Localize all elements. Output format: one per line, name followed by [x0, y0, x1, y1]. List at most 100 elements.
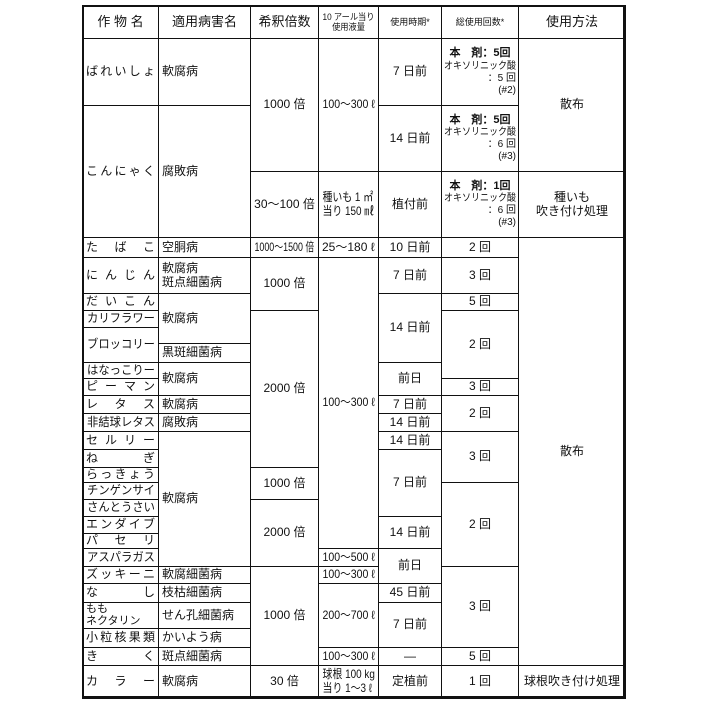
crop-name: ねぎ [86, 450, 155, 465]
count-cell: 本 剤：1回 オキソリニック酸 ：6 回 (#3) [441, 171, 519, 238]
disease-text: 軟腐病 [162, 396, 199, 411]
timing-cell: 7 日前 [378, 449, 442, 517]
crop-cell: カリフラワー [82, 310, 159, 328]
disease-cell: せん孔細菌病 [158, 602, 251, 629]
crop-cell: ねぎ [82, 449, 159, 468]
header-label: 希釈倍数 [258, 13, 311, 29]
timing-cell: 14 日前 [378, 293, 442, 363]
crop-cell: エンダイブ [82, 516, 159, 534]
timing-cell: 14 日前 [378, 105, 442, 172]
timing-cell: 前日 [378, 362, 442, 396]
dilution-cell: 1000 倍 [250, 38, 319, 172]
crop-name: らっきょう [86, 467, 155, 482]
crop-name: チンゲンサイ [86, 483, 155, 498]
timing-text: 7 日前 [392, 64, 427, 79]
disease-cell: 空胴病 [158, 237, 251, 258]
volume-cell: 100～500 ℓ [318, 548, 379, 567]
count-count: ：6 回 [487, 139, 516, 151]
crop-name: ピーマン [86, 379, 155, 394]
header-label: 10 アール当り 使用液量 [322, 11, 375, 32]
crop-cell: 非結球レタス [82, 413, 159, 432]
crop-name: レタス [86, 396, 155, 411]
timing-cell: 植付前 [378, 171, 442, 238]
crop-name: たばこ [86, 239, 155, 254]
disease-cell: 腐敗病 [158, 105, 251, 238]
crop-cell: さんとうさい [82, 499, 159, 517]
header-volume: 10 アール当り 使用液量 [318, 5, 379, 39]
dilution-text: 30～100 倍 [254, 196, 315, 211]
timing-text: 前日 [397, 558, 422, 573]
count-text: 3 回 [468, 379, 491, 394]
timing-cell: 前日 [378, 548, 442, 584]
method-cell: 散布 [518, 38, 626, 172]
header-timing: 使用時期* [378, 5, 442, 39]
volume-cell: 100～300 ℓ [318, 38, 379, 172]
dilution-text: 2000 倍 [263, 381, 306, 396]
crop-cell: ズッキーニ [82, 566, 159, 584]
header-label: 使用時期* [390, 16, 430, 27]
count-text: 2 回 [468, 239, 491, 254]
count-text: 5 回 [468, 294, 491, 309]
method-cell: 散布 [518, 237, 626, 666]
disease-text: 軟腐細菌病 [162, 567, 223, 582]
crop-cell: アスパラガス [82, 548, 159, 567]
dilution-cell: 1000～1500 倍 [250, 237, 319, 258]
crop-name: カラー [86, 674, 155, 689]
timing-text: 7 日前 [392, 475, 427, 490]
timing-cell: 45 日前 [378, 583, 442, 603]
header-disease: 適用病害名 [158, 5, 251, 39]
volume-text: 100～300 ℓ [322, 97, 375, 112]
dilution-text: 1000 倍 [263, 276, 306, 291]
header-label: 適用病害名 [171, 13, 237, 29]
crop-cell: レタス [82, 395, 159, 414]
count-text: 2 回 [468, 336, 491, 351]
crop-cell: たばこ [82, 237, 159, 258]
timing-cell: 定植前 [378, 665, 442, 699]
count-main: 本 剤：1回 [449, 179, 511, 192]
disease-cell: 軟腐病 [158, 362, 251, 396]
disease-cell: 黒斑細菌病 [158, 343, 251, 363]
volume-cell: 200～700 ℓ [318, 583, 379, 648]
disease-text: 腐敗病 [162, 414, 199, 429]
crop-cell: パセリ [82, 533, 159, 549]
timing-cell: 7 日前 [378, 38, 442, 106]
dilution-cell: 30 倍 [250, 665, 319, 699]
method-text: 散布 [559, 443, 584, 458]
disease-text: 斑点細菌病 [162, 648, 223, 663]
crop-cell: はなっこりー [82, 362, 159, 379]
disease-text: 軟腐病 [162, 674, 199, 689]
dilution-cell: 1000 倍 [250, 467, 319, 500]
disease-cell: 枝枯細菌病 [158, 583, 251, 603]
disease-cell: 軟腐病 斑点細菌病 [158, 257, 251, 294]
crop-name: さんとうさい [86, 500, 155, 515]
timing-cell: — [378, 647, 442, 666]
timing-text: 前日 [397, 371, 422, 386]
count-text: 2 回 [468, 405, 491, 420]
timing-cell: 10 日前 [378, 237, 442, 258]
volume-text: 100～300 ℓ [322, 648, 375, 663]
crop-name: カリフラワー [86, 311, 155, 326]
method-cell: 球根吹き付け処理 [518, 665, 626, 699]
dilution-text: 1000 倍 [263, 475, 306, 490]
disease-text: 腐敗病 [162, 163, 199, 178]
crop-name: だいこん [86, 294, 155, 309]
crop-name: 小粒核果類 [86, 630, 155, 645]
count-note: (#3) [498, 151, 516, 163]
count-count: ：6 回 [487, 205, 516, 217]
timing-text: 14 日前 [389, 130, 431, 145]
count-cell: 3 回 [441, 566, 519, 648]
dilution-text: 1000 倍 [263, 97, 306, 112]
crop-name: にんじん [86, 267, 155, 282]
count-cell: 1 回 [441, 665, 519, 699]
dilution-cell: 2000 倍 [250, 310, 319, 468]
count-text: 5 回 [468, 648, 491, 663]
disease-cell: 斑点細菌病 [158, 647, 251, 666]
crop-cell: セルリー [82, 431, 159, 450]
timing-text: 14 日前 [389, 320, 431, 335]
timing-text: 14 日前 [389, 432, 431, 447]
disease-cell: 軟腐病 [158, 293, 251, 344]
timing-text: 定植前 [391, 674, 428, 689]
crop-cell: カラー [82, 665, 159, 699]
volume-cell: 100～300 ℓ [318, 257, 379, 549]
